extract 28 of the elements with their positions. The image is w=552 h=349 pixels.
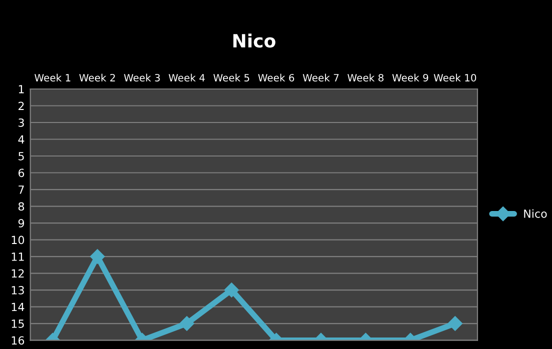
y-tick-label: 9 [18,218,24,228]
x-tick-label: Week 3 [124,74,160,82]
y-tick-label: 4 [18,135,24,144]
x-tick-label: Week 8 [348,74,384,82]
x-tick-label: Week 6 [258,74,294,82]
chart-title: Nico [233,34,276,48]
x-tick-label: Week 10 [434,74,476,82]
x-tick-label: Week 1 [34,74,70,82]
x-tick-label: Week 7 [302,74,339,82]
y-tick-label: 16 [12,336,24,345]
y-tick-label: 5 [18,152,24,160]
x-tick-label: Week 5 [213,74,250,82]
y-tick-label: 2 [18,102,24,110]
x-tick-label: Week 4 [168,74,205,82]
y-tick-label: 11 [12,252,24,261]
y-tick-label: 10 [12,236,24,244]
y-tick-label: 15 [12,320,24,328]
y-tick-label: 13 [12,286,24,294]
x-tick-label: Week 2 [79,74,115,82]
y-tick-label: 7 [18,186,24,194]
y-tick-label: 12 [12,269,24,278]
y-tick-label: 1 [18,85,24,94]
y-tick-label: 3 [18,118,24,127]
y-tick-label: 6 [18,168,24,178]
y-tick-label: 14 [12,302,24,311]
x-tick-label: Week 9 [392,74,428,82]
y-tick-label: 8 [18,202,24,211]
legend-label: Nico [524,209,547,218]
